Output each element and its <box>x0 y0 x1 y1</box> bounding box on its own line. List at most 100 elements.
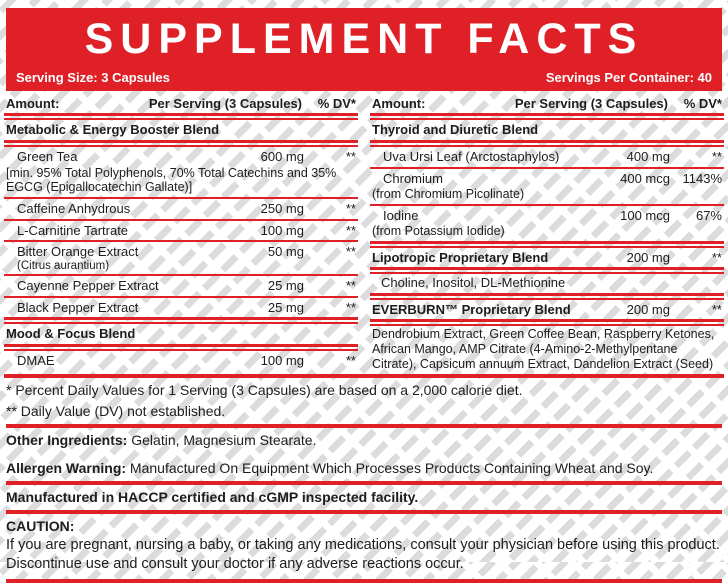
blend-amount: 200 mg <box>626 301 670 317</box>
supplement-label: { "colors": { "red": "#e02027", "stripe"… <box>0 8 728 583</box>
per-serving-header: Per Serving (3 Capsules) <box>514 95 668 111</box>
banner-meta: Serving Size: 3 Capsules Servings Per Co… <box>16 70 712 85</box>
ingredient-dv: ** <box>345 244 356 260</box>
ingredient-amount: 400 mg <box>626 149 670 165</box>
ingredient-amount: 600 mg <box>260 149 304 165</box>
ingredient-row: Uva Ursi Leaf (Arctostaphylos) 400 mg ** <box>370 148 724 166</box>
red-divider-thin <box>370 203 724 206</box>
other-ingredients-label: Other Ingredients: <box>6 432 128 449</box>
ingredient-row: Black Pepper Extract 25 mg ** <box>4 299 358 317</box>
other-ingredients-value: Gelatin, Magnesium Stearate. <box>127 432 317 449</box>
red-divider-thin <box>4 240 358 243</box>
ingredient-row: Green Tea 600 mg ** <box>4 148 358 166</box>
ingredient-row: Iodine 100 mcg 67% <box>370 207 724 225</box>
ingredient-amount: 250 mg <box>260 201 304 217</box>
ingredient-row: Cayenne Pepper Extract 25 mg ** <box>4 277 358 295</box>
blend-dv: ** <box>711 301 722 317</box>
servings-per-container: Servings Per Container: 40 <box>545 69 712 85</box>
blend-title: Mood & Focus Blend <box>6 326 136 342</box>
ingredient-name: Black Pepper Extract <box>17 299 139 315</box>
blend-header-row: Metabolic & Energy Booster Blend <box>4 121 358 139</box>
blend-header-row: Thyroid and Diuretic Blend <box>370 121 724 139</box>
caution-label: CAUTION: <box>6 518 75 535</box>
ingredient-name-main: Bitter Orange Extract <box>17 244 139 260</box>
ingredient-row: DMAE 100 mg ** <box>4 352 358 370</box>
blend-title: Lipotropic Proprietary Blend <box>372 249 549 265</box>
red-divider-thick <box>6 510 722 515</box>
left-column: Amount: Per Serving (3 Capsules) % DV* M… <box>4 95 358 372</box>
ingredient-dv: ** <box>345 299 356 315</box>
allergen-warning: Allergen Warning: Manufactured On Equipm… <box>6 458 722 479</box>
page-title: SUPPLEMENT FACTS <box>84 15 644 63</box>
ingredient-name: Bitter Orange Extract (Citrus aurantium) <box>6 244 268 272</box>
allergen-warning-value: Manufactured On Equipment Which Processe… <box>126 460 654 477</box>
red-divider-double <box>370 267 724 275</box>
ingredient-row: L-Carnitine Tartrate 100 mg ** <box>4 222 358 240</box>
red-divider-double <box>370 319 724 327</box>
red-divider-thin <box>370 166 724 169</box>
ingredient-note: [min. 95% Total Polyphenols, 70% Total C… <box>6 165 337 195</box>
red-divider-thick <box>4 374 724 379</box>
blend-title: EVERBURN™ Proprietary Blend <box>372 301 571 317</box>
ingredient-dv: 1143% <box>682 170 722 186</box>
blend-amount: 200 mg <box>626 249 670 265</box>
ingredient-amount: 400 mcg <box>620 170 670 186</box>
red-divider-thin <box>4 273 358 276</box>
spacer <box>6 451 722 458</box>
banner: SUPPLEMENT FACTS Serving Size: 3 Capsule… <box>6 8 722 91</box>
ingredient-row: Chromium 400 mcg 1143% <box>370 170 724 188</box>
blend-header-row: Lipotropic Proprietary Blend 200 mg ** <box>370 249 724 267</box>
caution-text: If you are pregnant, nursing a baby, or … <box>6 537 720 573</box>
blend-contents: Dendrobium Extract, Green Coffee Bean, R… <box>372 327 715 371</box>
ingredient-amount: 25 mg <box>267 299 304 315</box>
red-divider-thick <box>6 424 722 429</box>
dv-not-established-note: ** Daily Value (DV) not established. <box>6 403 226 420</box>
ingredient-name: Chromium <box>383 170 443 186</box>
blend-title: Thyroid and Diuretic Blend <box>372 122 539 138</box>
red-divider-double <box>370 292 724 300</box>
ingredient-name: Caffeine Anhydrous <box>17 201 131 217</box>
red-divider-double <box>370 113 724 121</box>
column-header-row: Amount: Per Serving (3 Capsules) % DV* <box>4 95 358 113</box>
ingredient-amount: 100 mcg <box>620 207 670 223</box>
red-divider-thin <box>4 197 358 200</box>
ingredient-amount: 100 mg <box>260 352 304 368</box>
serving-size: Serving Size: 3 Capsules <box>16 69 170 85</box>
ingredient-dv: ** <box>345 222 356 238</box>
red-divider-double <box>4 113 358 121</box>
ingredient-source-note: (from Potassium Iodide) <box>372 224 505 239</box>
red-divider-thin <box>4 295 358 298</box>
ingredient-dv: ** <box>711 149 722 165</box>
ingredient-dv: ** <box>345 201 356 217</box>
red-divider-thick <box>6 579 722 583</box>
dv-header: % DV* <box>683 95 722 111</box>
ingredient-name: DMAE <box>17 352 55 368</box>
blend-header-row: EVERBURN™ Proprietary Blend 200 mg ** <box>370 301 724 319</box>
red-divider-double <box>4 343 358 351</box>
ingredient-name: Green Tea <box>17 149 78 165</box>
dv-footnote: * Percent Daily Values for 1 Serving (3 … <box>6 382 523 399</box>
ingredient-dv: ** <box>345 277 356 293</box>
right-column: Amount: Per Serving (3 Capsules) % DV* T… <box>370 95 724 372</box>
ingredient-dv: 67% <box>695 207 722 223</box>
ingredient-amount: 25 mg <box>267 277 304 293</box>
manufactured-note: Manufactured in HACCP certified and cGMP… <box>6 489 419 506</box>
dv-header: % DV* <box>317 95 356 111</box>
ingredient-row: Caffeine Anhydrous 250 mg ** <box>4 200 358 218</box>
ingredient-name: L-Carnitine Tartrate <box>17 222 129 238</box>
ingredient-source-note: (from Chromium Picolinate) <box>372 187 525 202</box>
blend-header-row: Mood & Focus Blend <box>4 325 358 343</box>
ingredient-amount: 100 mg <box>260 222 304 238</box>
red-divider-double <box>4 317 358 325</box>
red-divider-double <box>370 140 724 148</box>
blend-contents: Choline, Inositol, DL-Methionine <box>381 275 566 291</box>
ingredient-name: Cayenne Pepper Extract <box>17 277 159 293</box>
facts-table: Amount: Per Serving (3 Capsules) % DV* M… <box>4 95 724 372</box>
ingredient-amount: 50 mg <box>267 244 304 260</box>
amount-header: Amount: <box>372 95 426 111</box>
ingredient-name: Iodine <box>383 207 419 223</box>
ingredient-name-sub: (Citrus aurantium) <box>17 259 110 272</box>
column-header-row: Amount: Per Serving (3 Capsules) % DV* <box>370 95 724 113</box>
ingredient-dv: ** <box>345 149 356 165</box>
other-ingredients: Other Ingredients: Gelatin, Magnesium St… <box>6 430 722 451</box>
